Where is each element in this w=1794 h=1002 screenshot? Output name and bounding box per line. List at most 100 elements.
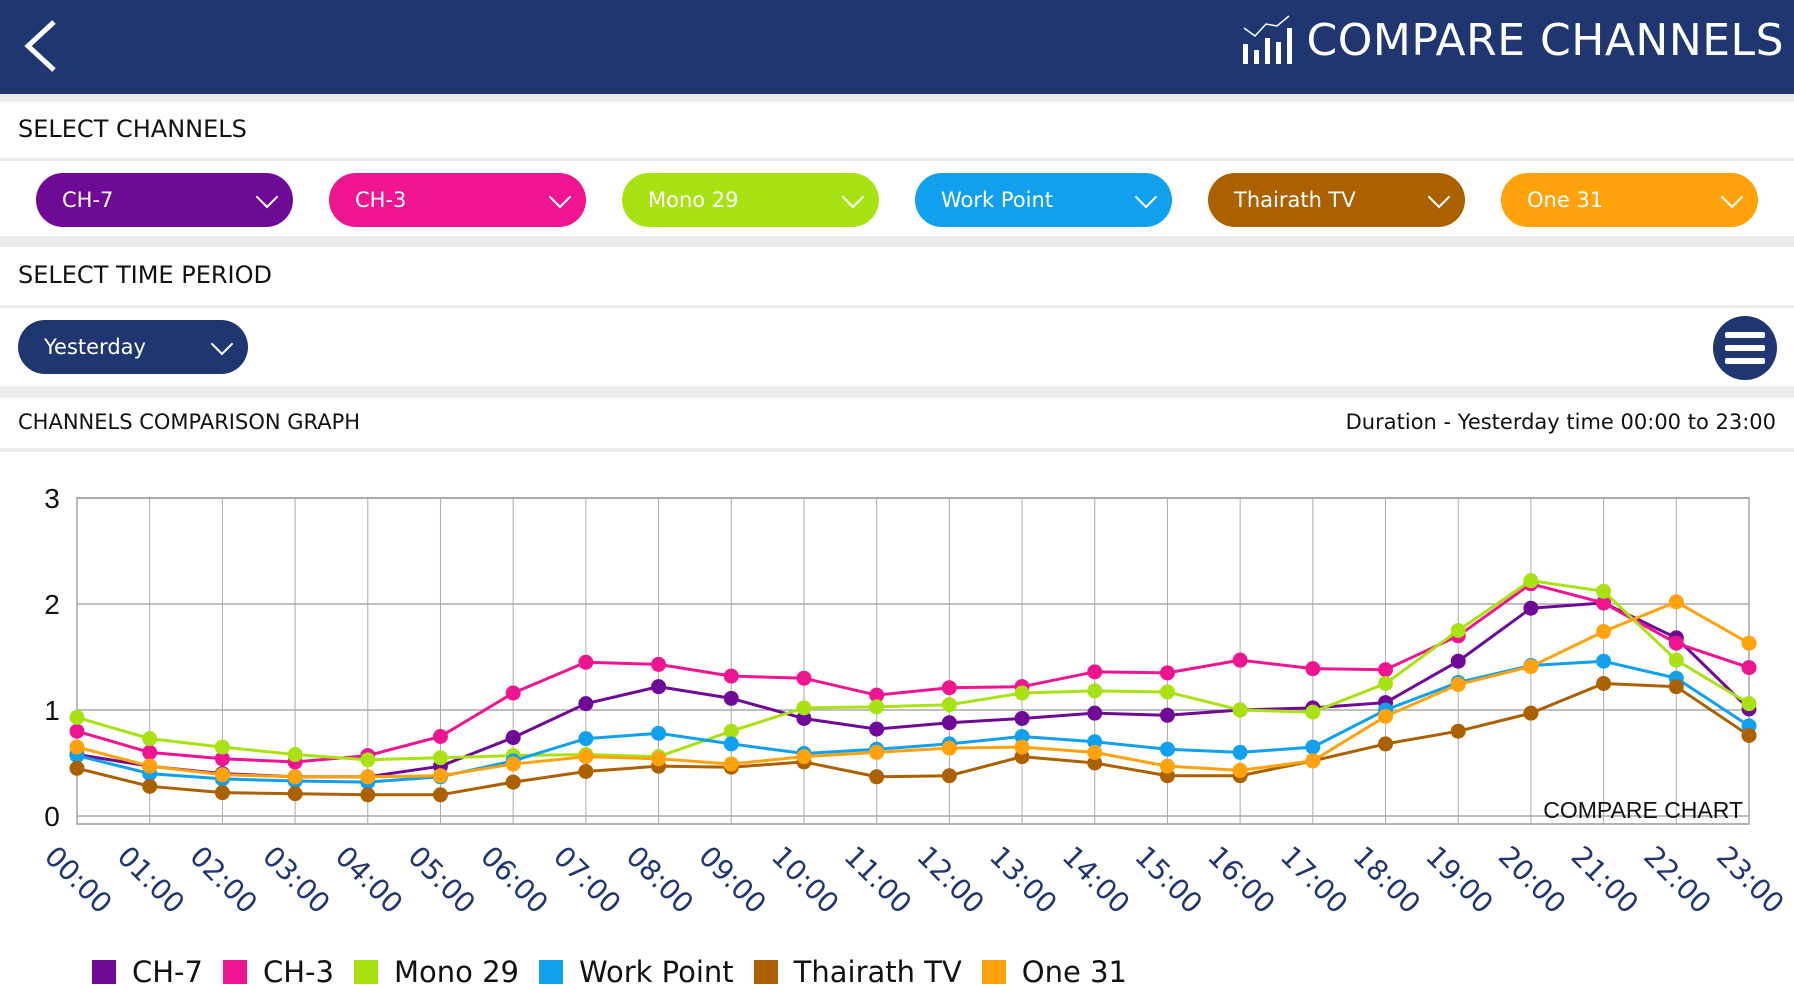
data-point (69, 760, 85, 776)
data-point (869, 769, 885, 785)
data-point (505, 756, 521, 772)
chevron-down-icon (210, 332, 234, 356)
x-tick-label: 18:00 (1347, 840, 1427, 920)
chart-watermark: COMPARE CHART (1543, 797, 1743, 823)
data-point (723, 756, 739, 772)
x-tick-label: 15:00 (1128, 840, 1208, 920)
channel-dropdown-thairath[interactable]: Thairath TV (1208, 173, 1465, 227)
data-point (1232, 652, 1248, 668)
legend-swatch (92, 960, 116, 984)
data-point (1232, 744, 1248, 760)
data-point (1450, 623, 1466, 638)
chart-area: 0 1 2 3 00:00 01:00 02:00 03:00 04:00 05:00 06:00 0… (0, 452, 1794, 1002)
data-point (869, 744, 885, 760)
data-point (869, 721, 885, 737)
time-period-row (0, 308, 1794, 386)
data-point (214, 751, 230, 767)
data-point (578, 763, 594, 779)
data-point (1668, 594, 1684, 610)
data-point (1668, 635, 1684, 651)
data-point (1450, 723, 1466, 739)
data-point (142, 778, 158, 794)
data-point (142, 744, 158, 760)
data-point (1014, 685, 1030, 701)
legend-label: CH-7 (132, 955, 203, 989)
channel-label: CH-7 (62, 188, 114, 212)
data-point (1378, 736, 1394, 752)
app-header: COMPARE CHANNELS (0, 0, 1794, 94)
x-tick-label: 21:00 (1565, 840, 1645, 920)
data-point (142, 758, 158, 774)
data-point (1087, 664, 1103, 680)
legend-label: CH-3 (262, 955, 334, 989)
chevron-left-icon[interactable] (18, 16, 68, 76)
channel-selectors: CH-7 CH-3 Mono 29 Work Point Thairath TV… (0, 161, 1794, 236)
legend-item: CH-3 (222, 955, 334, 989)
chevron-down-icon (255, 185, 279, 209)
data-point (651, 725, 667, 741)
time-period-dropdown[interactable]: Yesterday (18, 320, 248, 374)
data-point (1596, 595, 1612, 611)
data-point (869, 687, 885, 703)
x-tick-label: 08:00 (620, 840, 700, 920)
x-tick-label: 22:00 (1637, 840, 1717, 920)
data-point (941, 740, 957, 756)
channel-dropdown-ch7[interactable]: CH-7 (36, 173, 293, 227)
x-tick-label: 04:00 (329, 840, 409, 920)
x-tick-label: 10:00 (765, 840, 845, 920)
data-point (1087, 755, 1103, 771)
series-line (76, 681, 1750, 797)
x-tick-label: 12:00 (910, 840, 990, 920)
channel-dropdown-one31[interactable]: One 31 (1501, 173, 1758, 227)
data-point (360, 787, 376, 803)
data-point (941, 768, 957, 784)
channel-dropdown-workpoint[interactable]: Work Point (915, 173, 1172, 227)
data-point (69, 739, 85, 755)
x-tick-label: 07:00 (547, 840, 627, 920)
legend-label: Work Point (578, 955, 734, 989)
x-tick-label: 09:00 (692, 840, 772, 920)
series-line (76, 659, 1750, 784)
channel-dropdown-mono29[interactable]: Mono 29 (622, 173, 879, 227)
x-tick-label: 17:00 (1274, 840, 1354, 920)
x-tick-label: 16:00 (1201, 840, 1281, 920)
data-point (1305, 739, 1321, 755)
data-point (723, 690, 739, 706)
legend-item: Mono 29 (353, 955, 519, 989)
x-tick-label: 11:00 (838, 840, 918, 920)
data-point (214, 739, 230, 755)
data-point (651, 656, 667, 672)
legend-item: One 31 (981, 955, 1127, 989)
y-tick-label: 1 (44, 695, 60, 726)
data-point (796, 710, 812, 726)
menu-button[interactable] (1713, 316, 1777, 380)
data-point (505, 774, 521, 790)
chart-legend: CH-7 CH-3 Mono 29 Work Point Thairath TV One … (92, 955, 1147, 989)
channel-label: Mono 29 (648, 188, 739, 212)
data-point (1741, 660, 1757, 676)
data-point (796, 670, 812, 686)
legend-swatch (353, 960, 378, 984)
channel-label: CH-3 (355, 188, 407, 212)
page-title-wrap: COMPARE CHANNELS (1241, 14, 1784, 66)
channel-dropdown-ch3[interactable]: CH-3 (329, 173, 586, 227)
data-point (69, 709, 85, 725)
data-point (1159, 684, 1175, 700)
data-point (1159, 665, 1175, 681)
data-point (1741, 635, 1757, 651)
legend-item: CH-7 (92, 955, 203, 989)
data-point (1668, 679, 1684, 695)
data-point (1378, 662, 1394, 678)
data-point (1741, 696, 1757, 712)
x-tick-label: 02:00 (183, 840, 263, 920)
time-period-header: SELECT TIME PERIOD (0, 247, 1794, 305)
data-point (432, 729, 448, 744)
data-point (869, 699, 885, 715)
data-point (1014, 729, 1030, 744)
chart-icon (1242, 15, 1292, 64)
data-point (432, 768, 448, 784)
data-point (578, 696, 594, 712)
legend-label: One 31 (1021, 955, 1127, 989)
series-line (76, 579, 1750, 762)
data-point (1668, 652, 1684, 668)
